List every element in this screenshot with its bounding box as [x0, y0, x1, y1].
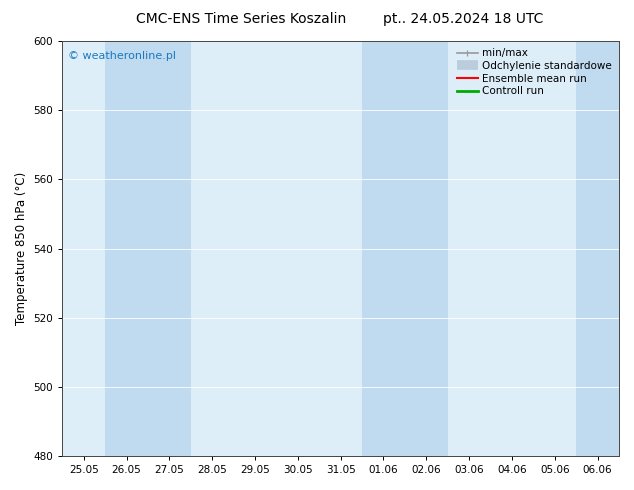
Y-axis label: Temperature 850 hPa (°C): Temperature 850 hPa (°C) — [15, 172, 28, 325]
Bar — [576, 41, 619, 456]
Text: CMC-ENS Time Series Koszalin: CMC-ENS Time Series Koszalin — [136, 12, 346, 26]
Text: pt.. 24.05.2024 18 UTC: pt.. 24.05.2024 18 UTC — [383, 12, 543, 26]
Bar — [405, 41, 448, 456]
Legend: min/max, Odchylenie standardowe, Ensemble mean run, Controll run: min/max, Odchylenie standardowe, Ensembl… — [455, 46, 614, 98]
Bar — [105, 41, 148, 456]
Bar — [148, 41, 191, 456]
Text: © weatheronline.pl: © weatheronline.pl — [68, 51, 176, 61]
Bar — [362, 41, 405, 456]
